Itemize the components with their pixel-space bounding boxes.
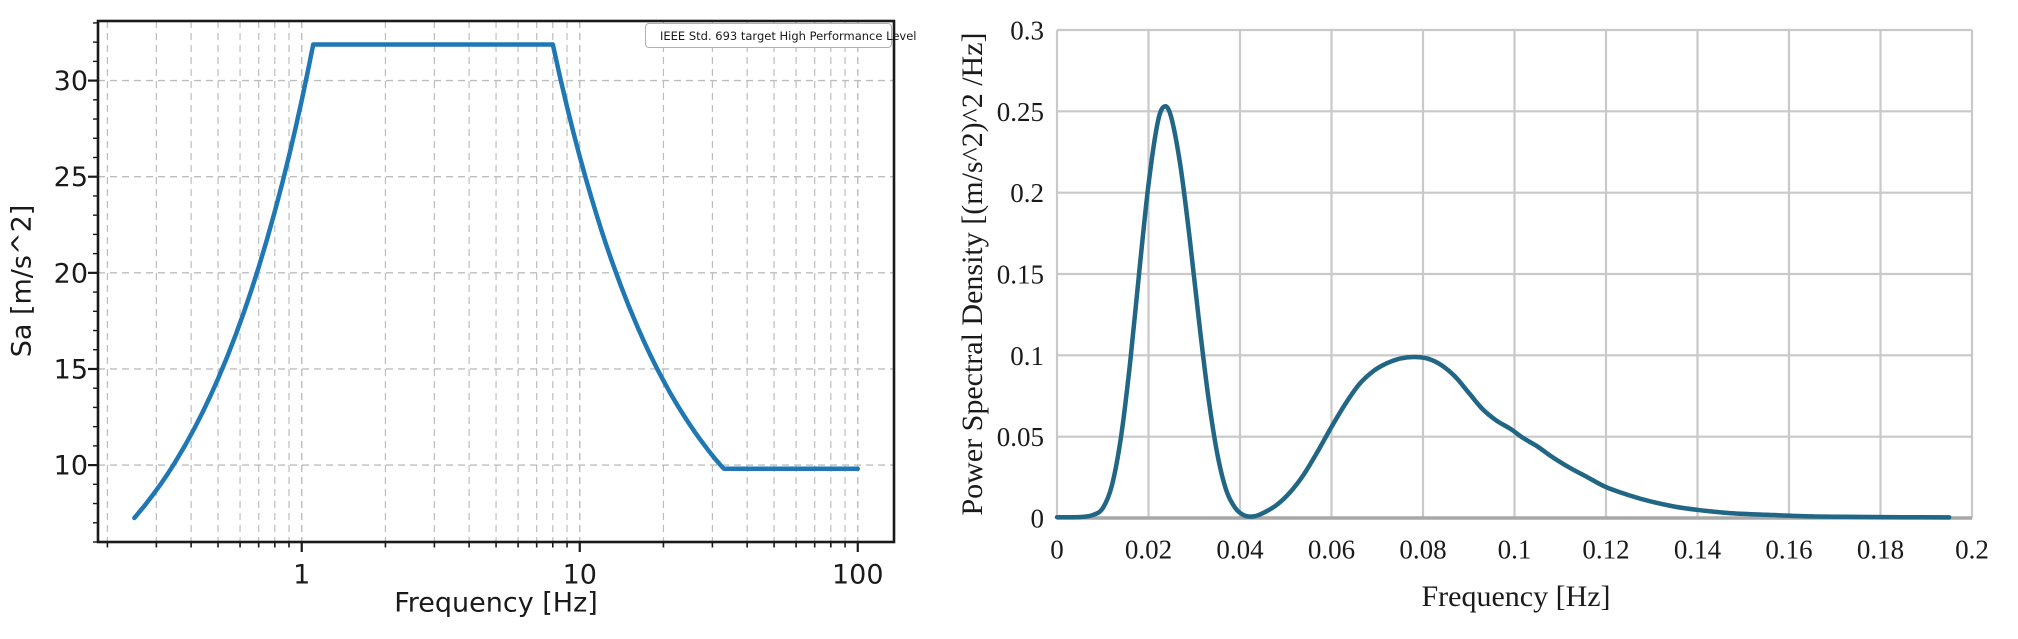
y-tick-label: 0.05: [997, 422, 1044, 452]
x-tick-label: 0.08: [1399, 535, 1446, 565]
x-tick-label: 10: [563, 560, 597, 591]
y-tick-label: 15: [54, 354, 88, 385]
x-tick-label: 0.02: [1125, 535, 1172, 565]
y-tick-label: 25: [54, 162, 88, 193]
x-tick-label: 0.18: [1857, 535, 1904, 565]
y-tick-label: 0: [1031, 503, 1045, 533]
y-tick-label: 10: [54, 451, 88, 482]
y-tick-label: 0.2: [1010, 178, 1044, 208]
x-tick-label: 0.12: [1582, 535, 1629, 565]
x-tick-label: 0.04: [1216, 535, 1264, 565]
x-tick-label: 0.14: [1674, 535, 1722, 565]
right-y-axis-label: Power Spectral Density [(m/s^2)^2 /Hz]: [956, 32, 989, 516]
x-tick-label: 1: [293, 560, 310, 591]
legend-box: IEEE Std. 693 target High Performance Le…: [645, 23, 916, 48]
x-tick-label: 0.2: [1955, 535, 1989, 565]
tick-marks: [88, 22, 859, 552]
x-tick-label: 0: [1050, 535, 1064, 565]
y-tick-label: 0.25: [997, 97, 1044, 127]
right-x-axis-label: Frequency [Hz]: [1421, 580, 1611, 613]
y-tick-label: 30: [54, 66, 88, 97]
y-tick-label: 0.15: [997, 259, 1044, 289]
series-curve: [1054, 104, 1952, 520]
y-tick-label: 0.1: [1010, 341, 1044, 371]
legend-label: IEEE Std. 693 target High Performance Le…: [660, 28, 917, 43]
y-tick-label: 20: [54, 258, 88, 289]
gridlines: [1055, 28, 1974, 518]
left-x-axis-label: Frequency [Hz]: [394, 587, 598, 619]
x-tick-label: 100: [832, 560, 884, 591]
x-tick-label: 0.16: [1765, 535, 1812, 565]
y-tick-label: 0.3: [1010, 15, 1044, 45]
left-y-axis-label: Sa [m/s^2]: [6, 204, 38, 358]
x-tick-label: 0.1: [1498, 535, 1532, 565]
series-curve: [132, 42, 861, 521]
x-tick-label: 0.06: [1308, 535, 1355, 565]
